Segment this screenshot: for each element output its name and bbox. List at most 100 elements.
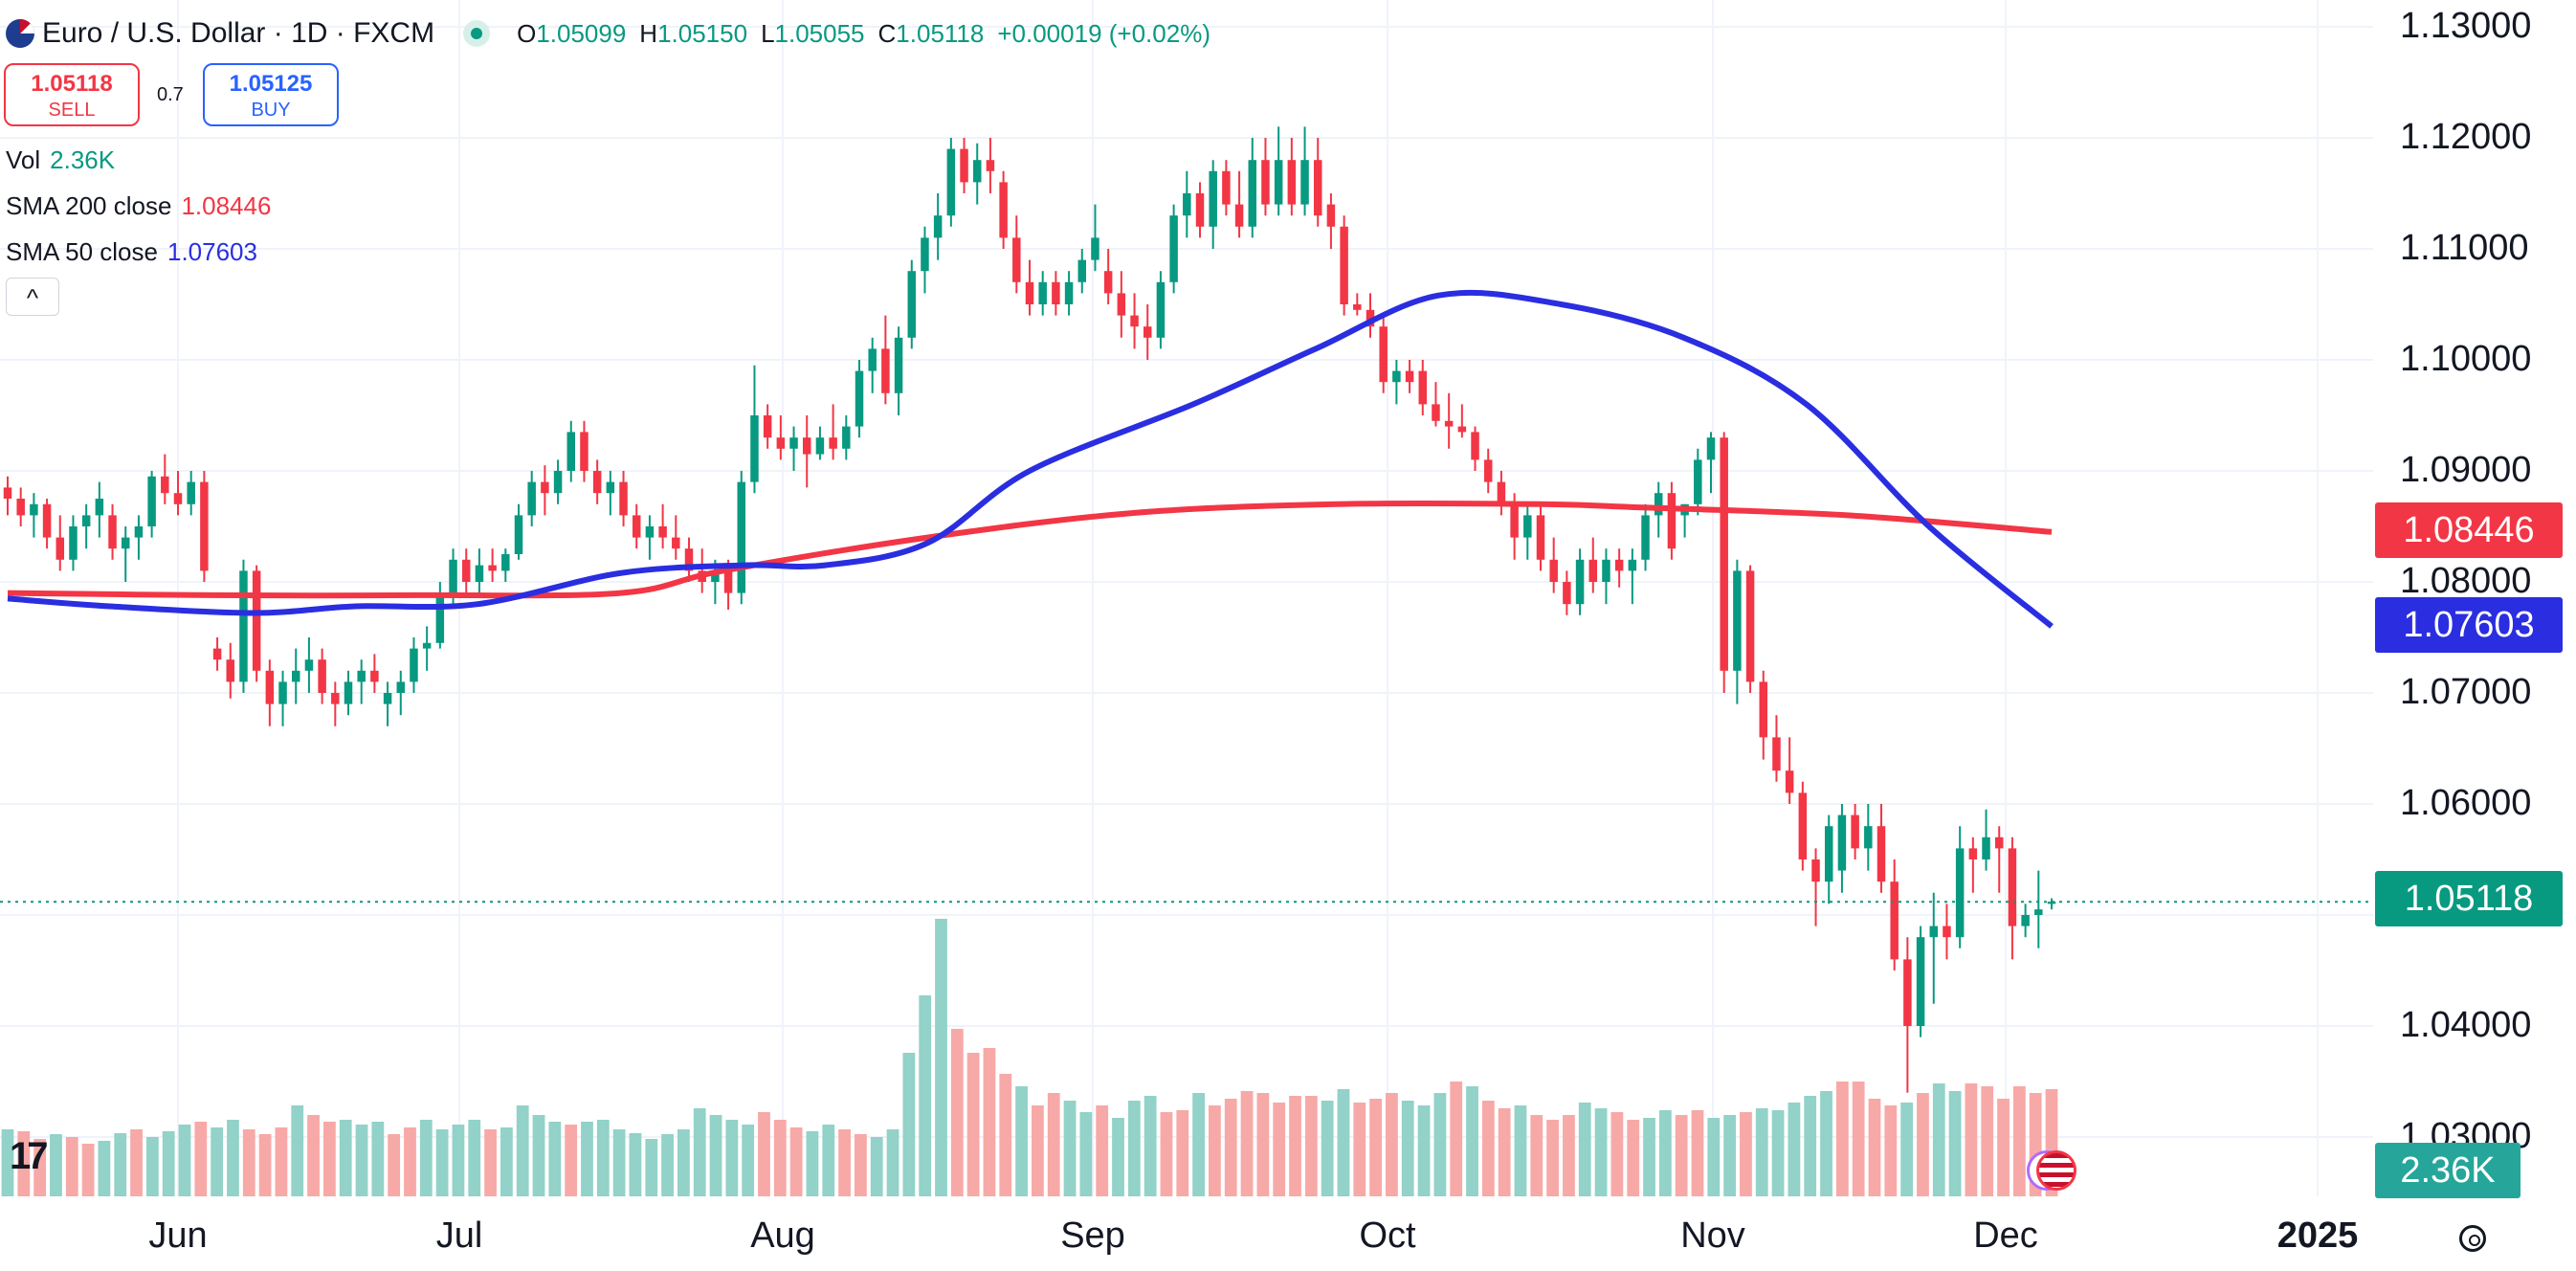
candle	[1077, 249, 1087, 294]
legend-volume[interactable]: Vol 2.36K	[6, 145, 116, 174]
candle-body	[1444, 420, 1454, 427]
volume-bar	[1610, 1112, 1624, 1196]
candle	[1091, 204, 1099, 272]
candle	[1588, 537, 1598, 593]
candle	[69, 515, 78, 571]
candle-body	[776, 437, 786, 449]
candle	[815, 426, 825, 460]
candle	[1130, 293, 1139, 349]
candle	[1602, 548, 1610, 605]
last-price-tag: 1.05118	[2375, 871, 2563, 926]
volume-bar	[211, 1127, 224, 1196]
candle-body	[1745, 570, 1755, 682]
candle-body	[1209, 170, 1217, 227]
candle-body	[357, 670, 366, 682]
candle-body	[1943, 925, 1951, 938]
volume-bar	[806, 1131, 819, 1196]
us-flag-icon[interactable]	[2036, 1150, 2076, 1191]
candle-body	[1457, 426, 1467, 433]
volume-bar	[950, 1029, 964, 1196]
volume-bar	[1546, 1120, 1560, 1196]
buy-button[interactable]: 1.05125 BUY	[203, 63, 339, 126]
volume-bar	[902, 1053, 916, 1196]
candle-body	[475, 565, 484, 582]
volume-bar	[1740, 1112, 1752, 1196]
candle-body	[946, 148, 956, 216]
candle-body	[121, 537, 130, 549]
candle	[410, 637, 418, 693]
candle-body	[1628, 559, 1637, 571]
volume-bar	[822, 1125, 835, 1196]
volume-bar	[838, 1129, 851, 1196]
time-axis-label: Jun	[148, 1215, 208, 1256]
volume-bar	[484, 1129, 497, 1196]
collapse-legend-button[interactable]: ^	[6, 278, 59, 316]
candle	[1955, 826, 1965, 948]
candle-body	[972, 160, 982, 183]
candle	[684, 537, 694, 582]
candle	[1457, 404, 1467, 438]
candle	[357, 659, 366, 704]
candle	[829, 404, 837, 460]
candle-body	[1483, 459, 1493, 482]
legend-sma50[interactable]: SMA 50 close 1.07603	[6, 237, 257, 266]
candle	[1968, 836, 1978, 893]
candle	[200, 471, 209, 582]
candle	[121, 526, 130, 582]
candle-body	[1117, 293, 1126, 316]
volume-bar	[1788, 1103, 1801, 1196]
settings-icon[interactable]	[2459, 1225, 2486, 1252]
candle	[645, 515, 655, 560]
candle-body	[1038, 281, 1047, 304]
volume-bar	[870, 1137, 883, 1196]
candle	[252, 565, 261, 682]
candle-body	[763, 415, 772, 438]
candle	[658, 503, 667, 549]
candle-body	[1824, 826, 1833, 882]
volume-bar	[1160, 1112, 1173, 1196]
candle	[1156, 271, 1166, 349]
candle	[488, 548, 497, 582]
candle-body	[1222, 170, 1231, 205]
volume-bar	[661, 1134, 674, 1196]
volume-bar	[1514, 1105, 1527, 1196]
symbol-title[interactable]: Euro / U.S. Dollar · 1D · FXCM	[42, 17, 435, 49]
candle	[1444, 392, 1454, 449]
volume-bar	[1096, 1105, 1109, 1196]
volume-bar	[1820, 1091, 1832, 1196]
candle	[1222, 160, 1231, 216]
volume-bar	[1594, 1108, 1608, 1196]
candle-body	[1654, 493, 1663, 516]
candle	[1326, 193, 1336, 249]
volume-bar	[855, 1134, 867, 1196]
candle	[842, 415, 851, 460]
candle	[30, 493, 38, 538]
candle-body	[396, 681, 406, 693]
candle	[1733, 559, 1742, 704]
sell-button[interactable]: 1.05118 SELL	[4, 63, 140, 126]
volume-bar	[145, 1137, 159, 1196]
candle-body	[81, 515, 91, 526]
candle	[1209, 160, 1217, 249]
tradingview-logo-icon[interactable]: 17	[10, 1135, 48, 1177]
candle-body	[632, 515, 641, 538]
candle-body	[226, 659, 235, 682]
candle-body	[1903, 959, 1912, 1026]
volume-bar	[275, 1127, 288, 1196]
candle-body	[1510, 503, 1519, 538]
legend-sma200[interactable]: SMA 200 close 1.08446	[6, 191, 272, 220]
candle	[1628, 548, 1637, 605]
candle	[672, 515, 680, 560]
candle-body	[1720, 437, 1728, 671]
candle	[1837, 804, 1847, 893]
candle	[999, 170, 1008, 249]
candle-body	[95, 499, 104, 516]
candle-body	[1667, 493, 1677, 549]
candle-body	[200, 481, 209, 571]
volume-bar	[1127, 1101, 1141, 1196]
candle	[2034, 870, 2043, 948]
candle-body	[527, 481, 536, 516]
candle-body	[986, 160, 995, 171]
candle-body	[1366, 309, 1375, 327]
